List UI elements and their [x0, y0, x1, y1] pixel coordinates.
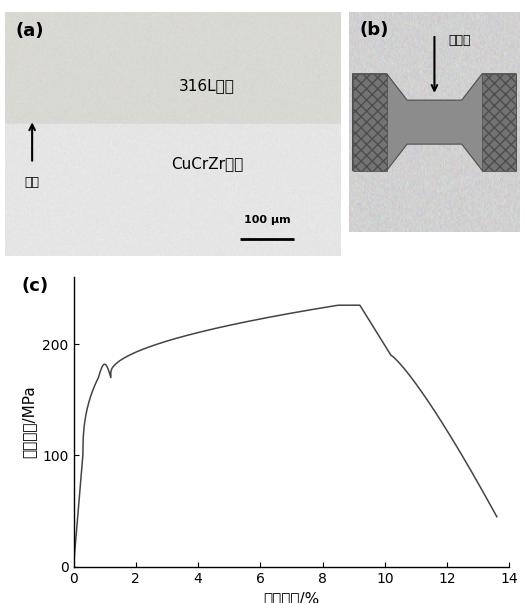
Text: (b): (b)	[359, 21, 388, 39]
Text: CuCrZr合金: CuCrZr合金	[171, 156, 243, 171]
Polygon shape	[353, 74, 386, 171]
Polygon shape	[353, 74, 516, 171]
Polygon shape	[482, 74, 516, 171]
Y-axis label: 工程应力/MPa: 工程应力/MPa	[22, 386, 37, 458]
Text: 100 μm: 100 μm	[244, 215, 291, 224]
Text: (c): (c)	[21, 277, 48, 295]
Text: (a): (a)	[15, 22, 44, 40]
Text: 断裂处: 断裂处	[448, 34, 470, 47]
X-axis label: 工程应变/%: 工程应变/%	[263, 591, 320, 603]
Text: 界面: 界面	[25, 175, 39, 189]
Text: 316L合金: 316L合金	[179, 78, 235, 93]
